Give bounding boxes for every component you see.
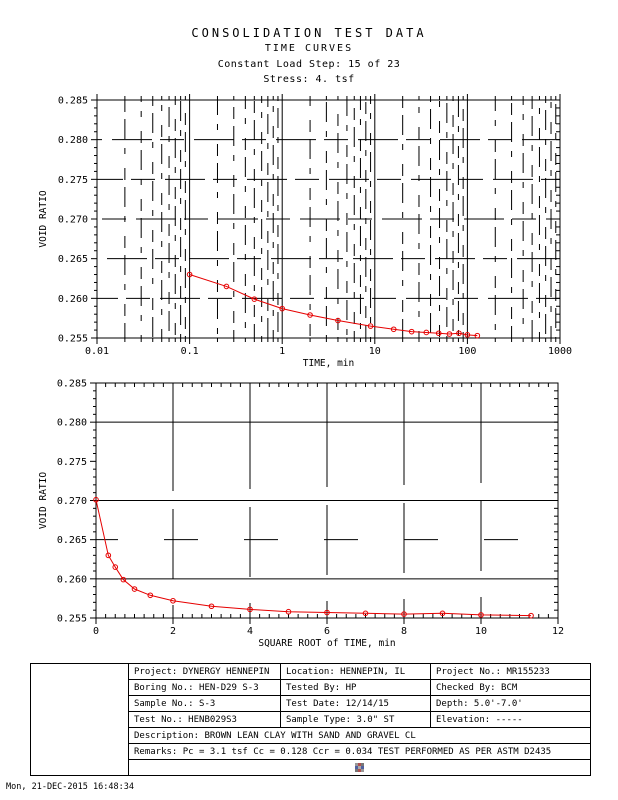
load-step-line: Constant Load Step: 15 of 23 <box>217 59 401 70</box>
broken-image-cell <box>128 759 591 776</box>
elevation-cell: Elevation: ----- <box>430 711 591 728</box>
report-title: CONSOLIDATION TEST DATA <box>191 26 427 40</box>
svg-text:0.275: 0.275 <box>57 457 87 468</box>
svg-text:VOID RATIO: VOID RATIO <box>38 472 49 529</box>
broken-image-icon <box>355 762 364 772</box>
svg-text:0.255: 0.255 <box>58 334 88 345</box>
table-row <box>31 759 591 776</box>
table-row: Project: DYNERGY HENNEPIN Location: HENN… <box>30 663 591 776</box>
report-header: CONSOLIDATION TEST DATA TIME CURVES Cons… <box>0 26 618 87</box>
svg-text:0.01: 0.01 <box>85 346 109 357</box>
boring-no-cell: Boring No.: HEN-D29 S-3 <box>128 679 281 696</box>
svg-text:100: 100 <box>458 346 476 357</box>
svg-text:VOID RATIO: VOID RATIO <box>38 190 49 247</box>
svg-text:2: 2 <box>170 626 176 637</box>
svg-text:8: 8 <box>401 626 407 637</box>
svg-text:1: 1 <box>279 346 285 357</box>
tested-by-cell: Tested By: HP <box>280 679 431 696</box>
svg-text:6: 6 <box>324 626 330 637</box>
remarks-cell: Remarks: Pc = 3.1 tsf Cc = 0.128 Ccr = 0… <box>128 743 591 760</box>
stress-line: Stress: 4. tsf <box>263 74 355 85</box>
test-date-cell: Test Date: 12/14/15 <box>280 695 431 712</box>
svg-text:0.270: 0.270 <box>58 215 88 226</box>
svg-text:1000: 1000 <box>548 346 572 357</box>
location-cell: Location: HENNEPIN, IL <box>280 663 431 680</box>
svg-text:0.270: 0.270 <box>57 496 87 507</box>
svg-text:0.275: 0.275 <box>58 175 88 186</box>
project-no-cell: Project No.: MR155233 <box>430 663 591 680</box>
table-row: Boring No.: HEN-D29 S-3 Tested By: HP Ch… <box>31 679 591 696</box>
description-cell: Description: BROWN LEAN CLAY WITH SAND A… <box>128 727 591 744</box>
svg-text:12: 12 <box>552 626 564 637</box>
svg-text:0.255: 0.255 <box>57 614 87 625</box>
svg-text:0.285: 0.285 <box>58 96 88 107</box>
report-subtitle: TIME CURVES <box>264 43 354 54</box>
svg-text:0.285: 0.285 <box>57 379 87 390</box>
test-info-table: Project: DYNERGY HENNEPIN Location: HENN… <box>30 663 591 776</box>
print-timestamp: Mon, 21-DEC-2015 16:48:34 <box>6 782 134 792</box>
depth-cell: Depth: 5.0'-7.0' <box>430 695 591 712</box>
svg-text:10: 10 <box>475 626 487 637</box>
svg-text:0: 0 <box>93 626 99 637</box>
svg-text:SQUARE ROOT of TIME, min: SQUARE ROOT of TIME, min <box>258 638 395 649</box>
svg-text:0.280: 0.280 <box>58 135 88 146</box>
svg-text:0.260: 0.260 <box>57 574 87 585</box>
svg-text:0.265: 0.265 <box>57 535 87 546</box>
sample-no-cell: Sample No.: S-3 <box>128 695 281 712</box>
project-cell: Project: DYNERGY HENNEPIN <box>128 663 281 680</box>
svg-text:0.280: 0.280 <box>57 418 87 429</box>
checked-by-cell: Checked By: BCM <box>430 679 591 696</box>
sample-type-cell: Sample Type: 3.0" ST <box>280 711 431 728</box>
svg-text:10: 10 <box>369 346 381 357</box>
svg-text:0.1: 0.1 <box>181 346 199 357</box>
logo-placeholder-cell <box>30 663 129 776</box>
table-row: Test No.: HENB029S3 Sample Type: 3.0" ST… <box>31 711 591 728</box>
test-no-cell: Test No.: HENB029S3 <box>128 711 281 728</box>
svg-text:0.265: 0.265 <box>58 254 88 265</box>
svg-text:4: 4 <box>247 626 253 637</box>
svg-text:0.260: 0.260 <box>58 294 88 305</box>
svg-text:TIME, min: TIME, min <box>303 358 354 369</box>
